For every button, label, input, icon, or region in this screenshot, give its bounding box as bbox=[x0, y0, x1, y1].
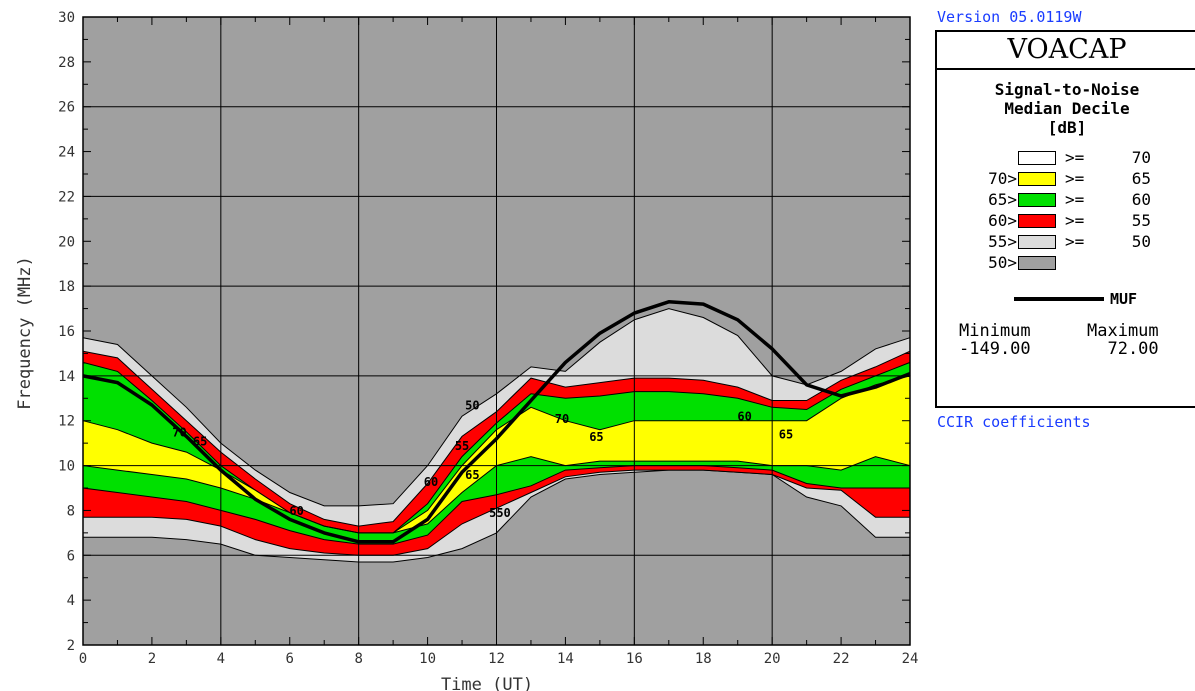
legend-title: Signal-to-Noise Median Decile [dB] bbox=[937, 80, 1195, 137]
legend-panel: VOACAP Signal-to-Noise Median Decile [dB… bbox=[935, 30, 1195, 408]
minimum-label: Minimum bbox=[959, 321, 1031, 341]
x-tick-label: 2 bbox=[148, 651, 156, 667]
legend-swatch bbox=[1018, 214, 1056, 228]
contour-label: 60 bbox=[289, 504, 303, 518]
contour-label: 60 bbox=[737, 410, 751, 424]
coefficients-label: CCIR coefficients bbox=[937, 413, 1091, 431]
muf-curve bbox=[82, 300, 911, 544]
x-tick-label: 22 bbox=[833, 651, 850, 667]
y-tick-label: 2 bbox=[67, 638, 75, 654]
y-tick-label: 8 bbox=[67, 503, 75, 519]
legend-value: 55 bbox=[1131, 211, 1151, 230]
minimum-block: Minimum -149.00 bbox=[959, 322, 1031, 358]
y-tick-label: 4 bbox=[67, 593, 75, 609]
legend-lower-bound: 60> bbox=[988, 211, 1017, 230]
legend-value: 70 bbox=[1131, 148, 1151, 167]
contour-label: 550 bbox=[489, 506, 511, 520]
y-tick-label: 26 bbox=[58, 100, 75, 116]
maximum-label: Maximum bbox=[1087, 321, 1159, 341]
legend-lower-bound: 65> bbox=[988, 190, 1017, 209]
maximum-block: Maximum 72.00 bbox=[1087, 322, 1159, 358]
y-tick-label: 24 bbox=[58, 145, 75, 161]
y-tick-label: 30 bbox=[58, 10, 75, 26]
legend-row: 55> >= 50 bbox=[937, 232, 1195, 252]
y-tick-label: 16 bbox=[58, 324, 75, 340]
voacap-title: VOACAP bbox=[937, 32, 1195, 70]
legend-swatch bbox=[1018, 151, 1056, 165]
contour-label: 60 bbox=[424, 475, 438, 489]
minimum-value: -149.00 bbox=[959, 339, 1031, 359]
y-tick-label: 28 bbox=[58, 55, 75, 71]
x-tick-label: 8 bbox=[354, 651, 362, 667]
legend-swatch bbox=[1018, 256, 1056, 270]
version-label: Version 05.0119W bbox=[937, 8, 1082, 26]
legend-title-line: Median Decile bbox=[1004, 99, 1130, 118]
contour-label: 65 bbox=[779, 428, 793, 442]
legend-value: 65 bbox=[1131, 169, 1151, 188]
x-tick-label: 0 bbox=[79, 651, 87, 667]
legend-muf: MUF bbox=[1014, 289, 1194, 309]
x-tick-label: 10 bbox=[419, 651, 436, 667]
x-tick-label: 12 bbox=[488, 651, 505, 667]
legend-lower-bound: 50> bbox=[988, 253, 1017, 272]
contour-label: 50 bbox=[465, 399, 479, 413]
y-tick-label: 22 bbox=[58, 189, 75, 205]
x-tick-label: 6 bbox=[286, 651, 294, 667]
legend-row: 50> bbox=[937, 253, 1195, 273]
legend-swatch bbox=[1018, 235, 1056, 249]
legend-row: 70> >= 65 bbox=[937, 169, 1195, 189]
x-tick-label: 20 bbox=[764, 651, 781, 667]
muf-line-sample bbox=[1014, 297, 1104, 301]
legend-comparator: >= bbox=[1065, 190, 1085, 209]
x-tick-label: 4 bbox=[217, 651, 225, 667]
legend-row: >= 70 bbox=[937, 148, 1195, 168]
maximum-value: 72.00 bbox=[1107, 339, 1159, 359]
legend-comparator: >= bbox=[1065, 232, 1085, 251]
legend-swatch bbox=[1018, 172, 1056, 186]
legend-lower-bound: 70> bbox=[988, 169, 1017, 188]
y-tick-label: 6 bbox=[67, 548, 75, 564]
x-tick-label: 14 bbox=[557, 651, 574, 667]
muf-label: MUF bbox=[1110, 290, 1138, 308]
contour-label: 55 bbox=[455, 439, 469, 453]
legend-row: 65> >= 60 bbox=[937, 190, 1195, 210]
x-tick-label: 16 bbox=[626, 651, 643, 667]
y-tick-label: 20 bbox=[58, 234, 75, 250]
legend-value: 60 bbox=[1131, 190, 1151, 209]
y-tick-label: 10 bbox=[58, 459, 75, 475]
y-tick-label: 12 bbox=[58, 414, 75, 430]
y-tick-label: 14 bbox=[58, 369, 75, 385]
legend-comparator: >= bbox=[1065, 211, 1085, 230]
y-axis-label: Frequency (MHz) bbox=[15, 256, 35, 410]
x-tick-label: 24 bbox=[902, 651, 919, 667]
legend-lower-bound: 55> bbox=[988, 232, 1017, 251]
legend-title-line: [dB] bbox=[1047, 118, 1087, 137]
legend-comparator: >= bbox=[1065, 148, 1085, 167]
contour-label: 65 bbox=[193, 434, 207, 448]
x-tick-label: 18 bbox=[695, 651, 712, 667]
snr-contour-chart: 0 2 4 6 8 10 12 14 16 18 20 22 242468101214161820222… bbox=[15, 10, 919, 691]
legend-comparator: >= bbox=[1065, 169, 1085, 188]
contour-label: 65 bbox=[589, 430, 603, 444]
contour-label: 70 bbox=[555, 412, 569, 426]
legend-title-line: Signal-to-Noise bbox=[994, 80, 1140, 99]
contour-label: 70 bbox=[172, 425, 186, 439]
x-axis-label: Time (UT) bbox=[441, 675, 533, 691]
contour-label: 65 bbox=[465, 468, 479, 482]
legend-row: 60> >= 55 bbox=[937, 211, 1195, 231]
y-tick-label: 18 bbox=[58, 279, 75, 295]
legend-value: 50 bbox=[1131, 232, 1151, 251]
legend-swatch bbox=[1018, 193, 1056, 207]
